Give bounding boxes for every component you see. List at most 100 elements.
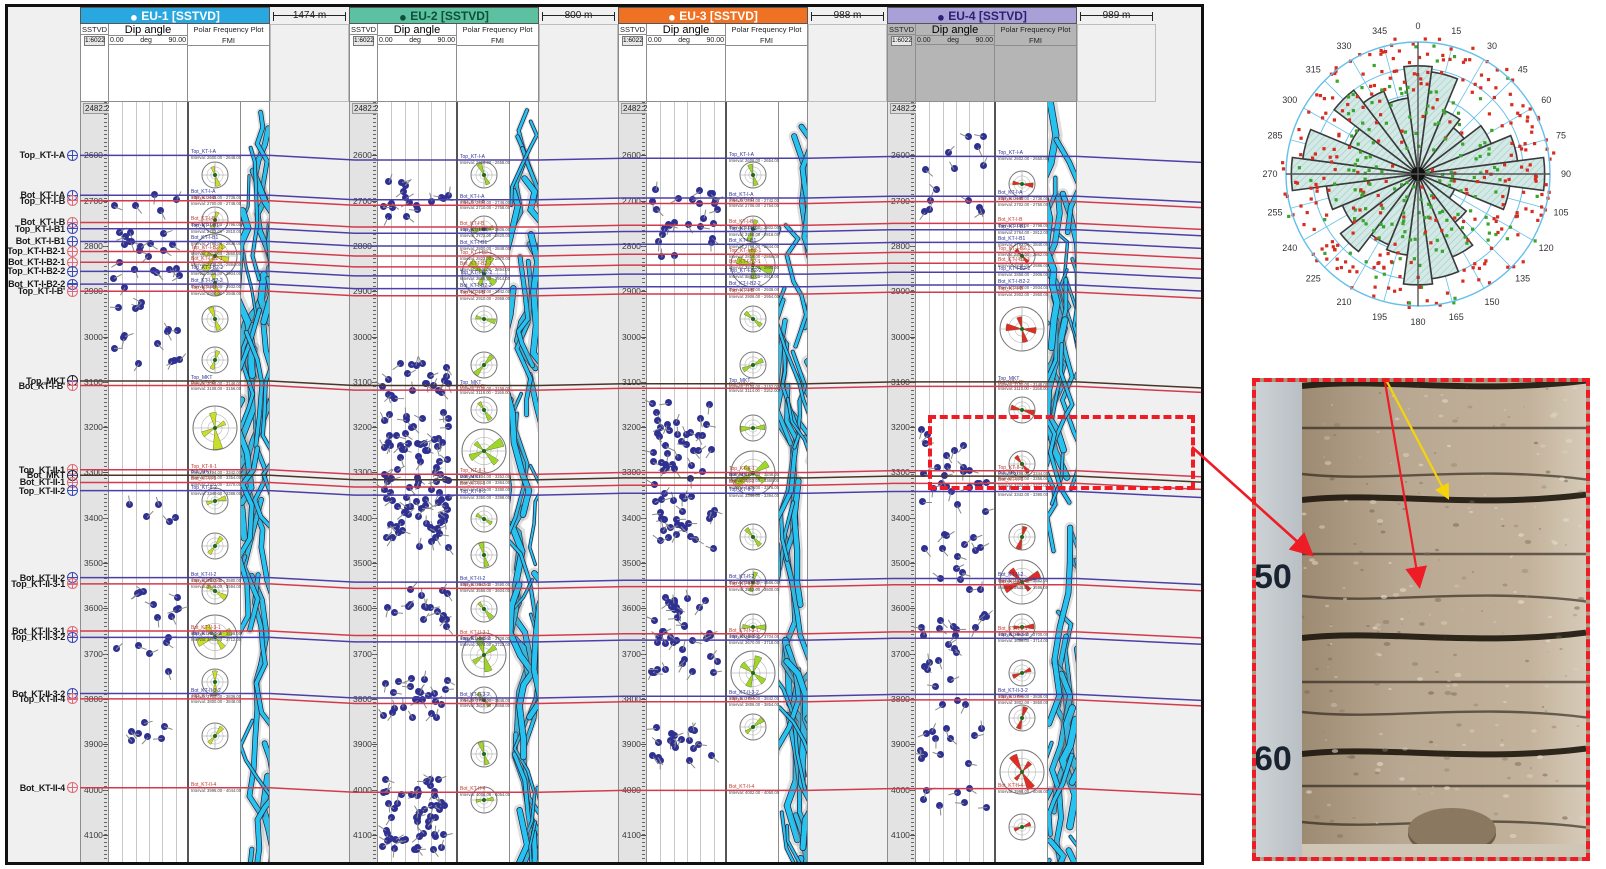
dip-tadpole xyxy=(430,435,438,443)
well-marker-dot-icon: ● xyxy=(399,9,407,25)
well-correlation-panel[interactable]: Top_KT-I-A Bot_KT-I-A Top_KT-I-B Bot_KT-I-B… xyxy=(5,4,1204,865)
well-header-eu-4[interactable]: ● EU-4 [SSTVD] xyxy=(887,7,1077,24)
well-body-eu-2[interactable]: 2482.23 2600 2700 2800 2900 3000 3100 3200 3300 3… xyxy=(349,102,539,862)
marker-label: Top_MKT xyxy=(26,375,65,386)
rose-axis-label: 330 xyxy=(1336,41,1351,51)
dip-tadpole xyxy=(386,441,394,449)
marker-symbol-icon xyxy=(67,149,78,161)
rose-axis-label: 255 xyxy=(1267,207,1282,217)
marker-top-kt-i-b-[interactable]: Top_KT-I-B' xyxy=(8,285,80,297)
dip-tadpole xyxy=(921,208,929,216)
dip-tadpole xyxy=(384,213,392,221)
dip-tadpole xyxy=(398,526,406,534)
horizon-interval-annotation: Interval: 3674.00 - 3722.00 xyxy=(460,641,511,647)
depth-tick-label: 2600 xyxy=(84,150,103,161)
depth-tick-label: 3900 xyxy=(891,739,910,750)
dip-column-title: Dip angle xyxy=(647,24,726,36)
depth-tick-label: 2700 xyxy=(84,195,103,206)
depth-tick-label: 4000 xyxy=(622,784,641,795)
well-track-eu-1[interactable]: ● EU-1 [SSTVD] SSTVD 1:6022 Dip angle 0.00 de… xyxy=(80,7,270,862)
well-track-eu-3[interactable]: ● EU-3 [SSTVD] SSTVD 1:6022 Dip angle 0.00 de… xyxy=(618,7,808,862)
polar-frequency-rose xyxy=(999,306,1045,352)
polar-frequency-rose xyxy=(470,541,498,569)
dip-angle-track[interactable] xyxy=(644,102,727,862)
well-header-eu-1[interactable]: ● EU-1 [SSTVD] xyxy=(80,7,270,24)
horizon-interval-annotation: Interval: 3342.00 - 3390.00 xyxy=(998,491,1049,497)
dip-tadpole xyxy=(402,836,410,844)
marker-symbol-icon xyxy=(67,265,78,277)
dip-tadpole-tail xyxy=(705,450,712,459)
fmi-image-track[interactable] xyxy=(510,102,538,862)
dip-tadpole xyxy=(417,458,425,466)
marker-top-kt-ii-4[interactable]: Top_KT-II-4 xyxy=(8,693,80,705)
well-name-label: EU-1 [SSTVD] xyxy=(141,9,220,23)
dip-tadpole xyxy=(387,813,395,821)
marker-top-kt-i-b2-2[interactable]: Top_KT-I-B2-2 xyxy=(8,265,80,277)
dip-tadpole xyxy=(657,509,665,517)
fmi-column-title: FMI xyxy=(457,35,538,46)
core-annotation-arrows xyxy=(1383,382,1450,589)
dip-tadpole xyxy=(664,399,672,407)
polar-frequency-plot-track[interactable]: Top_KT-I-A Interval: 2606.00 - 2654.00 Bot… xyxy=(727,102,779,862)
horizon-interval-annotation: Interval: 3806.00 - 3854.00 xyxy=(729,701,780,707)
rose-axis-label: 165 xyxy=(1449,312,1464,322)
well-track-eu-2[interactable]: ● EU-2 [SSTVD] SSTVD 1:6022 Dip angle 0.00 de… xyxy=(349,7,539,862)
well-body-eu-1[interactable]: 2482.23 2600 2700 2800 2900 3000 3100 3200 3300 3… xyxy=(80,102,270,862)
dip-tadpole xyxy=(168,612,176,620)
depth-tick-label: 3500 xyxy=(622,558,641,569)
dip-tadpole xyxy=(654,753,662,761)
horizon-name-label: Bot_KT-II-3-2 xyxy=(998,688,1028,695)
marker-bot-kt-ii-4[interactable]: Bot_KT-II-4 xyxy=(8,782,80,794)
depth-column-header: SSTVD 1:6022 xyxy=(81,24,109,101)
dip-tadpole xyxy=(681,656,689,664)
marker-label: Bot_KT-II-3-1 xyxy=(12,626,65,636)
depth-scale-value: 1:6022 xyxy=(891,36,912,46)
dip-tadpole-tail xyxy=(676,518,686,521)
rose-axis-label: 15 xyxy=(1451,26,1461,36)
horizon-name-label: Bot_KT-II-2 xyxy=(998,572,1024,579)
core-ruler-label-50: 50 xyxy=(1254,558,1292,596)
dip-tadpole xyxy=(434,499,442,507)
well-subheader-eu-2: SSTVD 1:6022 Dip angle 0.00 deg 90.00 Polar Fr… xyxy=(349,24,539,102)
fmi-image-track[interactable] xyxy=(779,102,807,862)
marker-top-kt-i-a[interactable]: Top_KT-I-A xyxy=(8,149,80,161)
well-header-eu-3[interactable]: ● EU-3 [SSTVD] xyxy=(618,7,808,24)
dip-angle-track[interactable] xyxy=(109,102,189,862)
dip-tadpole xyxy=(924,431,932,439)
dip-tadpole xyxy=(382,679,390,687)
marker-top-kt-ii-3-1[interactable]: Top_KT-II-3-1 xyxy=(8,578,80,590)
dip-tadpole xyxy=(964,133,972,141)
dip-tadpole xyxy=(649,752,657,760)
polar-frequency-rose xyxy=(739,713,767,741)
dip-tadpole xyxy=(692,535,700,543)
depth-tick-label: 3700 xyxy=(353,648,372,659)
dip-tadpole xyxy=(918,426,926,434)
depth-tick-label: 2900 xyxy=(891,286,910,297)
depth-column-title: SSTVD xyxy=(350,25,377,35)
horizon-interval-annotation: Interval: 2762.00 - 2810.00 xyxy=(191,228,242,234)
marker-top-kt-i-b1[interactable]: Top_KT-I-B1 xyxy=(8,223,80,235)
dip-scale-row: 0.00 deg 90.00 xyxy=(109,37,188,45)
dip-tadpole xyxy=(652,409,660,417)
polar-frequency-plot-track[interactable]: Top_KT-I-A Interval: 2610.00 - 2658.00 Bot… xyxy=(458,102,510,862)
dip-tadpole xyxy=(432,533,440,541)
marker-bot-kt-i-b-[interactable]: Bot_KT-I-B' xyxy=(8,380,80,392)
dip-tadpole xyxy=(173,593,181,601)
polar-frequency-plot-track[interactable]: Top_KT-I-A Interval: 2600.00 - 2648.00 Bot… xyxy=(189,102,241,862)
depth-tick-label: 3100 xyxy=(353,376,372,387)
marker-label: Bot_KT-II-1 xyxy=(19,477,66,488)
depth-tick-label: 3400 xyxy=(84,512,103,523)
marker-label: Bot_KT-I-B2-2 xyxy=(8,279,65,290)
dip-angle-track[interactable] xyxy=(375,102,458,862)
marker-top-kt-i-b[interactable]: Top_KT-I-B xyxy=(8,195,80,207)
dip-tadpole xyxy=(657,458,665,466)
selection-box[interactable] xyxy=(928,415,1195,490)
fmi-image-track[interactable] xyxy=(241,102,269,862)
well-header-eu-2[interactable]: ● EU-2 [SSTVD] xyxy=(349,7,539,24)
marker-top-kt-ii-3-2[interactable]: Top_KT-II-3-2 xyxy=(8,631,80,643)
marker-top-kt-ii-2[interactable]: Top_KT-II-2 xyxy=(8,485,80,497)
dip-scale-row: 0.00 deg 90.00 xyxy=(647,37,726,45)
horizon-name-label: Bot_KT-I-B2-2 xyxy=(191,278,223,285)
well-body-eu-3[interactable]: 2482.23 2600 2700 2800 2900 3000 3100 3200 3300 3… xyxy=(618,102,808,862)
dip-tadpole xyxy=(674,521,682,529)
